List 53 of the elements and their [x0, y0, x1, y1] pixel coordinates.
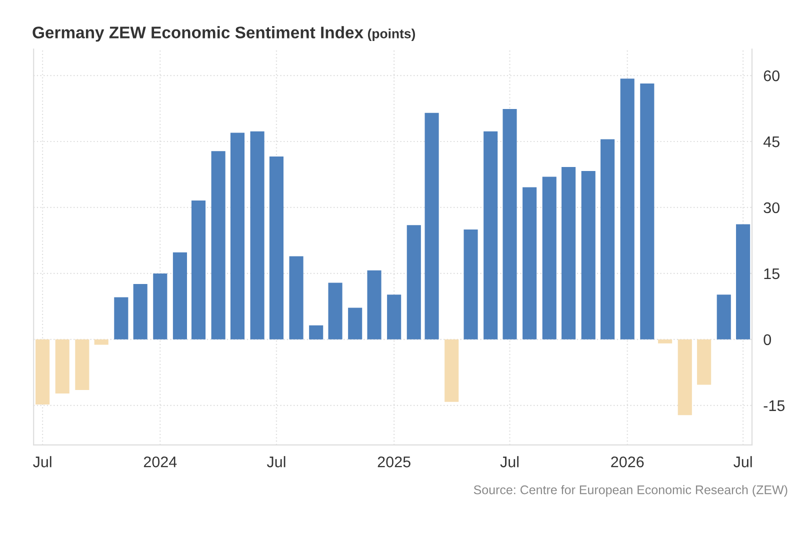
bar — [640, 83, 654, 340]
bar — [36, 339, 50, 405]
bar — [658, 339, 672, 344]
y-tick-label: -15 — [764, 400, 785, 412]
bar — [250, 131, 264, 340]
bar — [678, 339, 692, 416]
bar — [367, 270, 382, 340]
bar — [289, 256, 304, 340]
x-tick-label: 2024 — [144, 456, 177, 468]
bar — [620, 78, 634, 340]
bar — [562, 167, 576, 340]
bar — [94, 339, 108, 345]
bar — [542, 176, 556, 340]
bar — [153, 273, 168, 340]
y-tick-label: 0 — [764, 334, 772, 346]
bar — [464, 229, 478, 340]
bar — [75, 339, 90, 390]
bar — [230, 132, 245, 340]
y-tick-label: 15 — [764, 268, 780, 280]
bar — [406, 225, 421, 340]
y-tick-label: 30 — [764, 202, 780, 214]
bar — [484, 131, 498, 340]
bar — [736, 224, 750, 340]
x-tick-label: Jul — [500, 456, 519, 468]
bar — [133, 284, 148, 340]
bar — [697, 339, 712, 385]
source-note: Source: Centre for European Economic Research (ZEW) — [474, 485, 788, 497]
bar — [581, 170, 596, 340]
bar — [600, 139, 615, 340]
bar — [328, 282, 342, 340]
bar — [211, 151, 226, 340]
x-tick-label: Jul — [266, 456, 286, 468]
bar — [424, 112, 439, 340]
y-tick-label: 45 — [763, 136, 780, 148]
x-tick-label: Jul — [734, 456, 752, 468]
bar — [309, 325, 324, 340]
x-tick-label: Jul — [33, 456, 52, 468]
x-tick-label: 2026 — [611, 456, 644, 468]
chart-subtitle: (points) — [368, 28, 416, 41]
chart-title: Germany ZEW Economic Sentiment Index — [32, 26, 364, 42]
bar — [502, 108, 517, 340]
bar — [55, 339, 70, 394]
y-tick-label: 60 — [764, 70, 780, 82]
bar — [716, 294, 731, 340]
x-tick-label: 2025 — [378, 456, 410, 468]
bar — [114, 297, 128, 340]
bar — [444, 339, 459, 402]
bar — [191, 200, 206, 340]
bar — [172, 252, 187, 340]
bar — [269, 156, 284, 340]
bar — [387, 294, 402, 340]
bar — [348, 308, 362, 340]
bar — [522, 187, 537, 340]
